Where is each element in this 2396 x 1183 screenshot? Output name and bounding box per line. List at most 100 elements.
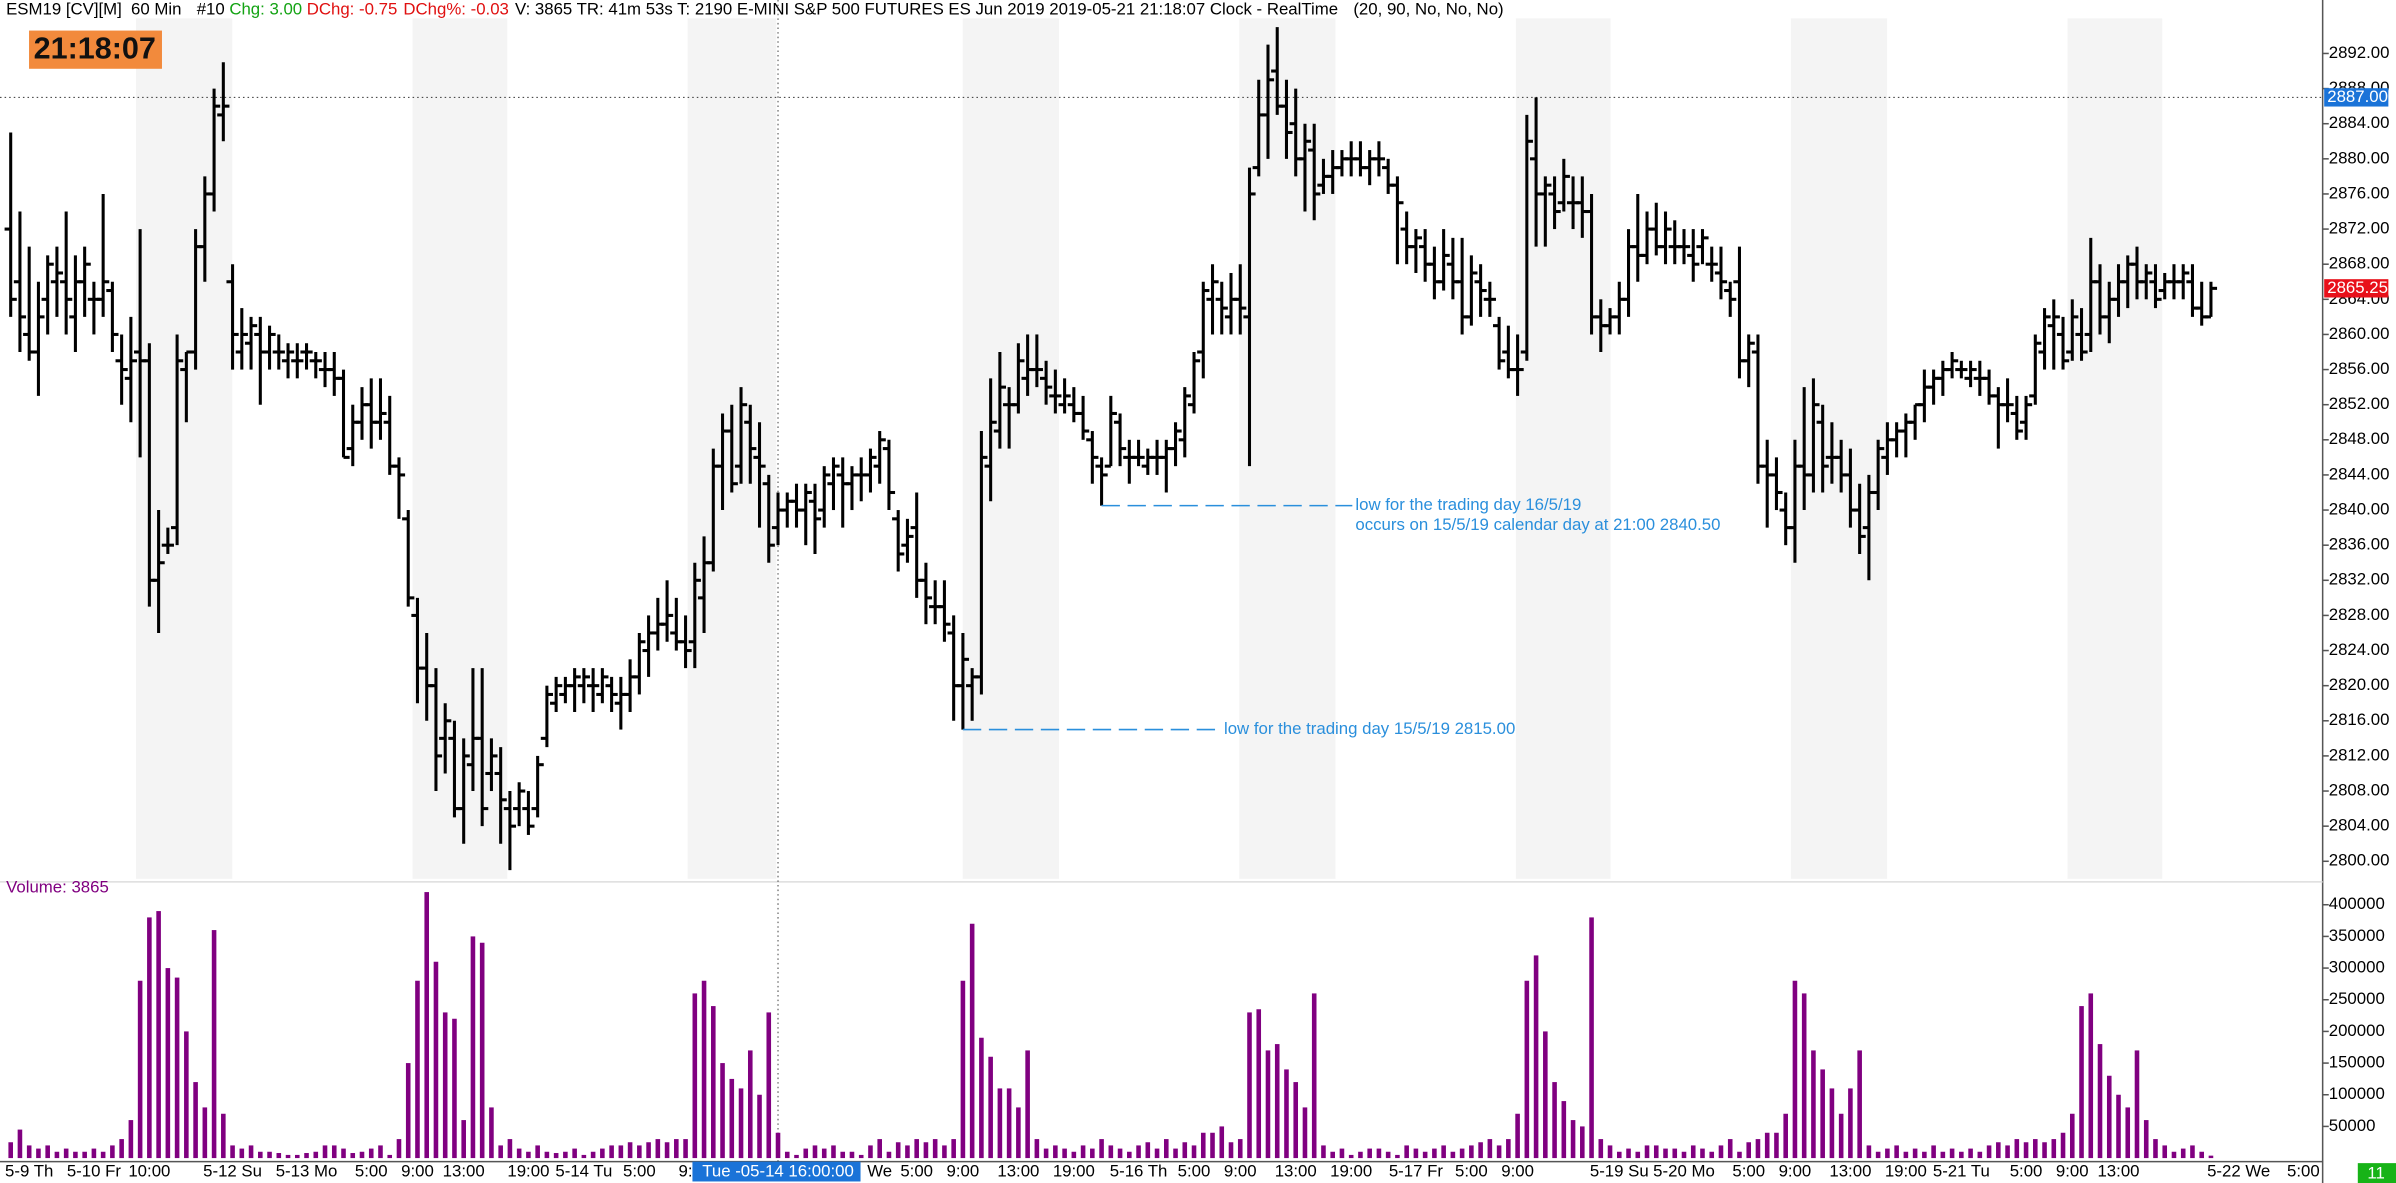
volume-bar [322,1145,328,1159]
volume-tick-label: 200000 [2329,1021,2385,1040]
volume-bar [100,1151,106,1159]
volume-bar [2134,1050,2140,1159]
x-tick-label: 5:00 [1178,1162,1211,1181]
volume-bar [415,980,420,1159]
volume-bar [1136,1145,1141,1159]
volume-bar [738,1088,744,1159]
volume-bar [766,1012,772,1159]
volume-bar [784,1151,790,1159]
x-tick-label: 5-10 Fr [67,1162,122,1181]
volume-bar [1672,1148,1678,1159]
x-tick-label: 9:00 [1224,1162,1257,1181]
volume-bar [1117,1148,1123,1159]
volume-bar [1025,1050,1030,1159]
volume-bar [1903,1151,1909,1159]
price-tick-label: 2812.00 [2329,745,2390,764]
volume-bar [1616,1151,1622,1159]
volume-bar [1413,1148,1419,1159]
volume-bar [803,1148,809,1159]
volume-bar [1885,1148,1890,1159]
volume-bar [368,1148,374,1159]
x-tick-label: 9:00 [1501,1162,1534,1181]
volume-bar [479,942,485,1159]
volume-bar [156,911,161,1159]
volume-bar [91,1148,97,1159]
volume-bar [1700,1148,1705,1159]
volume-bar [1875,1151,1881,1159]
volume-bar [442,1012,448,1159]
volume-bar [1820,1069,1825,1159]
volume-bar [1145,1142,1151,1159]
volume-bar [165,968,171,1159]
volume-bar [618,1145,624,1159]
volume-bar [1099,1139,1104,1159]
x-tick-label: 5:00 [1455,1162,1488,1181]
price-tick-label: 2876.00 [2329,183,2390,202]
volume-bar [424,892,430,1159]
volume-tick-label: 300000 [2329,958,2385,977]
volume-bar [2042,1142,2047,1159]
volume-bar [1404,1145,1409,1159]
volume-bar [1311,993,1317,1159]
price-tick-label: 2836.00 [2329,535,2390,554]
volume-bar [313,1151,319,1159]
last-price-label: 2865.25 [2327,278,2388,297]
volume-bar [1358,1151,1363,1159]
session-band [962,18,1059,879]
volume-bar [969,923,975,1159]
x-tick-label: 13:00 [1275,1162,1317,1181]
x-tick-label: 5-13 Mo [276,1162,338,1181]
volume-bar [1940,1151,1946,1159]
volume-bar [1968,1148,1973,1159]
x-tick-label: 5-16 Th [1110,1162,1168,1181]
volume-bar [1931,1145,1936,1159]
volume-bar [1718,1145,1724,1159]
volume-bar [600,1148,605,1159]
volume-bar [2088,993,2094,1159]
volume-bar [1801,993,1807,1159]
volume-bar [54,1151,60,1159]
x-tick-label: 9:00 [1779,1162,1812,1181]
price-tick-label: 2856.00 [2329,359,2390,378]
volume-bar [1524,980,1530,1159]
volume-bar [1164,1139,1169,1159]
x-tick-label: 5-21 Tu [1933,1162,1990,1181]
volume-bar [905,1145,910,1159]
price-tick-label: 2816.00 [2329,710,2390,729]
volume-bar [1922,1151,1927,1159]
volume-bar [1589,917,1594,1159]
volume-bar [350,1153,356,1159]
volume-tick-label: 50000 [2329,1116,2376,1135]
volume-bar [544,1151,550,1159]
volume-bar [489,1107,494,1159]
volume-bar [831,1145,836,1159]
volume-bar [211,930,217,1159]
volume-bar [1912,1148,1918,1159]
volume-bar [1441,1145,1446,1159]
volume-bar [692,993,698,1159]
volume-bar [221,1113,226,1159]
price-tick-label: 2800.00 [2329,851,2390,870]
volume-tick-label: 250000 [2329,989,2385,1008]
price-tick-label: 2820.00 [2329,675,2390,694]
header: ESM19 [CV][M] 60 Min #10 Chg: 3.00 DChg: -0.… [6,0,1504,19]
x-tick-label: 5-20 Mo [1653,1162,1715,1181]
price-tick-label: 2892.00 [2329,43,2390,62]
volume-bar [193,1082,198,1159]
volume-bar [877,1139,882,1159]
volume-bar [812,1145,818,1159]
annotation: low for the trading day 16/5/19 [1355,495,1581,514]
volume-bar [1256,1009,1262,1159]
x-tick-label: 19:00 [507,1162,549,1181]
volume-bar [1293,1082,1299,1159]
x-tick-label: 13:00 [443,1162,485,1181]
volume-bar [747,1050,753,1159]
volume-bar [1792,980,1798,1159]
volume-bar [1829,1088,1835,1159]
volume-bar [2153,1139,2158,1159]
x-tick-label: 5:00 [2010,1162,2043,1181]
price-tick-label: 2804.00 [2329,816,2390,835]
change: Chg: 3.00 [229,0,302,19]
day-change: DChg: -0.75 [307,0,398,19]
x-tick-label: 5-22 We [2207,1162,2270,1181]
